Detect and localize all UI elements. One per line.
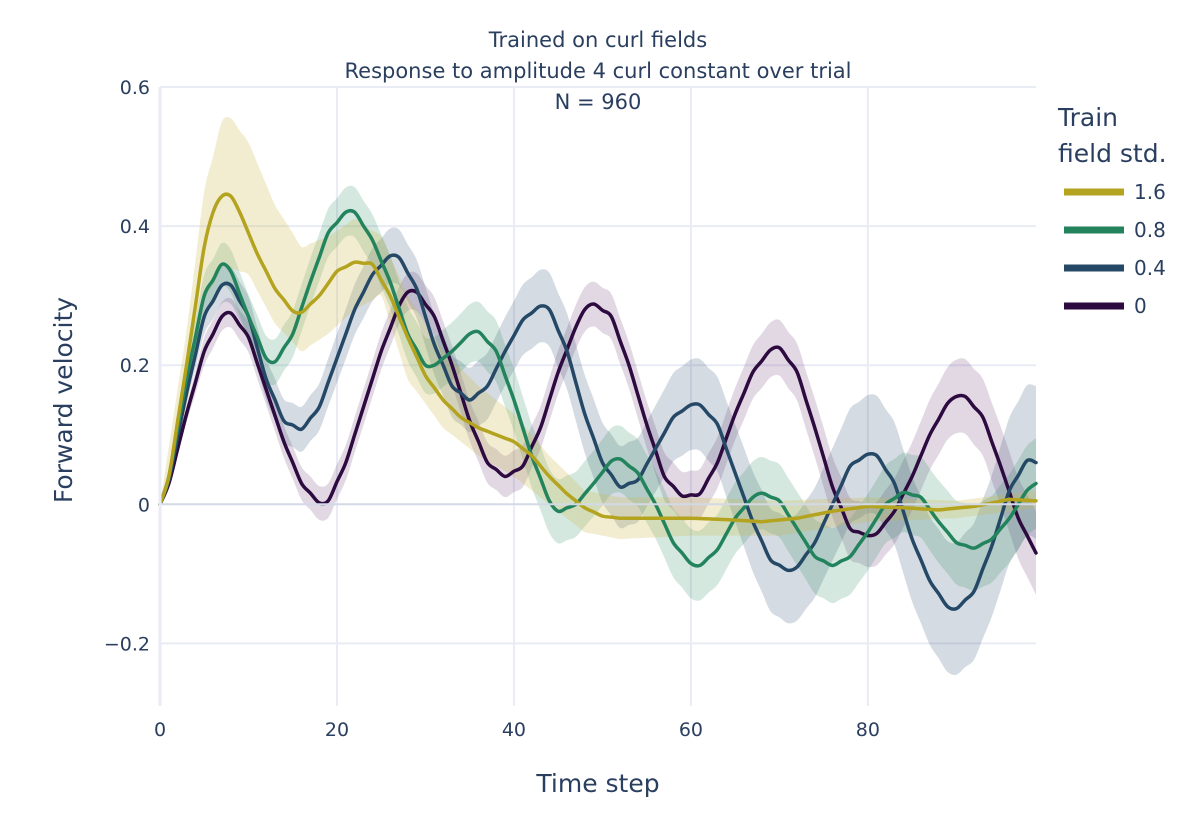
band-series-1.6: [160, 117, 1036, 540]
x-axis-title: Time step: [535, 769, 659, 798]
legend: Train field std. 1.6 0.8 0.4 0: [1057, 103, 1167, 318]
x-tick-label: 80: [856, 719, 880, 741]
line-series-0.4: [158, 253, 1038, 611]
x-tick-label: 40: [502, 719, 526, 741]
series-lines: [158, 192, 1038, 611]
legend-title-line-1: Train: [1057, 103, 1118, 132]
legend-label-1.6: 1.6: [1134, 180, 1166, 204]
line-series-0.8: [158, 208, 1038, 568]
x-tick-label: 0: [154, 719, 166, 741]
sample-size-annotation: N = 960: [555, 90, 642, 114]
y-tick-label: 0: [138, 494, 150, 516]
line-series-1.6: [158, 192, 1038, 524]
x-tick-label: 60: [679, 719, 703, 741]
x-tick-label: 20: [325, 719, 349, 741]
legend-label-0.4: 0.4: [1134, 256, 1166, 280]
legend-label-0.8: 0.8: [1134, 218, 1166, 242]
y-tick-label: −0.2: [104, 633, 150, 655]
y-axis-title: Forward velocity: [49, 297, 78, 503]
legend-label-0: 0: [1134, 294, 1147, 318]
band-series-0.8: [160, 185, 1036, 604]
legend-title-line-2: field std.: [1058, 139, 1167, 168]
y-tick-label: 0.6: [120, 77, 150, 99]
chart-subtitle: Response to amplitude 4 curl constant ov…: [345, 59, 852, 83]
y-tick-label: 0.2: [120, 355, 150, 377]
y-tick-label: 0.4: [120, 216, 150, 238]
chart-title: Trained on curl fields: [488, 28, 707, 52]
line-series-0: [158, 288, 1038, 555]
axes: 0 20 40 60 80 −0.2 0 0.2 0.4 0.6: [104, 77, 1036, 741]
